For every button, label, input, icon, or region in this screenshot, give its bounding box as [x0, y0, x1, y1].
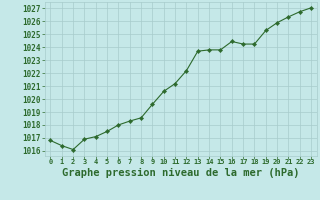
- X-axis label: Graphe pression niveau de la mer (hPa): Graphe pression niveau de la mer (hPa): [62, 168, 300, 178]
